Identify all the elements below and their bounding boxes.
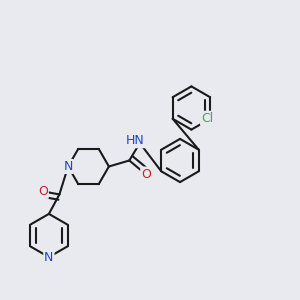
Text: O: O xyxy=(38,185,48,198)
Text: O: O xyxy=(141,167,151,181)
Text: N: N xyxy=(44,250,54,264)
Text: HN: HN xyxy=(126,134,145,147)
Text: N: N xyxy=(63,160,73,173)
Text: Cl: Cl xyxy=(201,112,213,125)
